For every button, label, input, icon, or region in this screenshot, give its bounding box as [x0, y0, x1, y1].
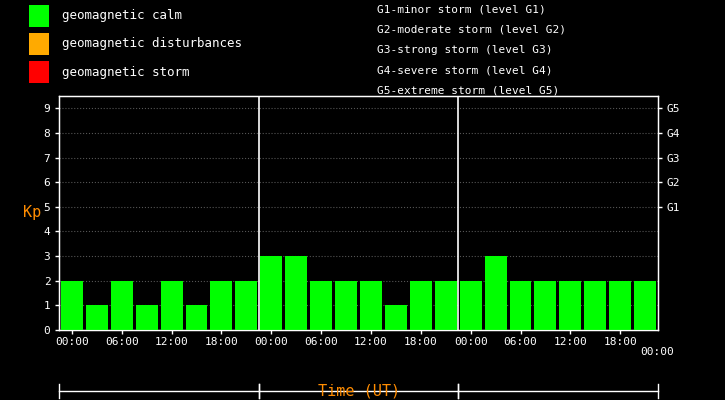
Bar: [460, 281, 481, 330]
Text: G3-strong storm (level G3): G3-strong storm (level G3): [377, 45, 552, 55]
Bar: [360, 281, 382, 330]
Bar: [484, 256, 507, 330]
Bar: [29, 5, 49, 27]
Bar: [560, 281, 581, 330]
Bar: [29, 33, 49, 55]
Text: G1-minor storm (level G1): G1-minor storm (level G1): [377, 4, 546, 14]
Bar: [410, 281, 432, 330]
Bar: [29, 61, 49, 83]
Bar: [186, 305, 207, 330]
Bar: [161, 281, 183, 330]
Bar: [335, 281, 357, 330]
Bar: [210, 281, 233, 330]
Text: Time (UT): Time (UT): [318, 383, 400, 398]
Bar: [310, 281, 332, 330]
Y-axis label: Kp: Kp: [23, 206, 41, 220]
Bar: [260, 256, 282, 330]
Bar: [534, 281, 556, 330]
Bar: [236, 281, 257, 330]
Text: 00:00: 00:00: [641, 347, 674, 357]
Bar: [136, 305, 157, 330]
Bar: [385, 305, 407, 330]
Bar: [634, 281, 656, 330]
Bar: [510, 281, 531, 330]
Bar: [584, 281, 606, 330]
Text: geomagnetic disturbances: geomagnetic disturbances: [62, 38, 242, 50]
Bar: [111, 281, 133, 330]
Text: geomagnetic storm: geomagnetic storm: [62, 66, 190, 79]
Text: geomagnetic calm: geomagnetic calm: [62, 9, 183, 22]
Bar: [285, 256, 307, 330]
Bar: [609, 281, 631, 330]
Bar: [61, 281, 83, 330]
Bar: [435, 281, 457, 330]
Text: G2-moderate storm (level G2): G2-moderate storm (level G2): [377, 25, 566, 35]
Bar: [86, 305, 108, 330]
Text: G5-extreme storm (level G5): G5-extreme storm (level G5): [377, 85, 559, 95]
Text: G4-severe storm (level G4): G4-severe storm (level G4): [377, 65, 552, 75]
